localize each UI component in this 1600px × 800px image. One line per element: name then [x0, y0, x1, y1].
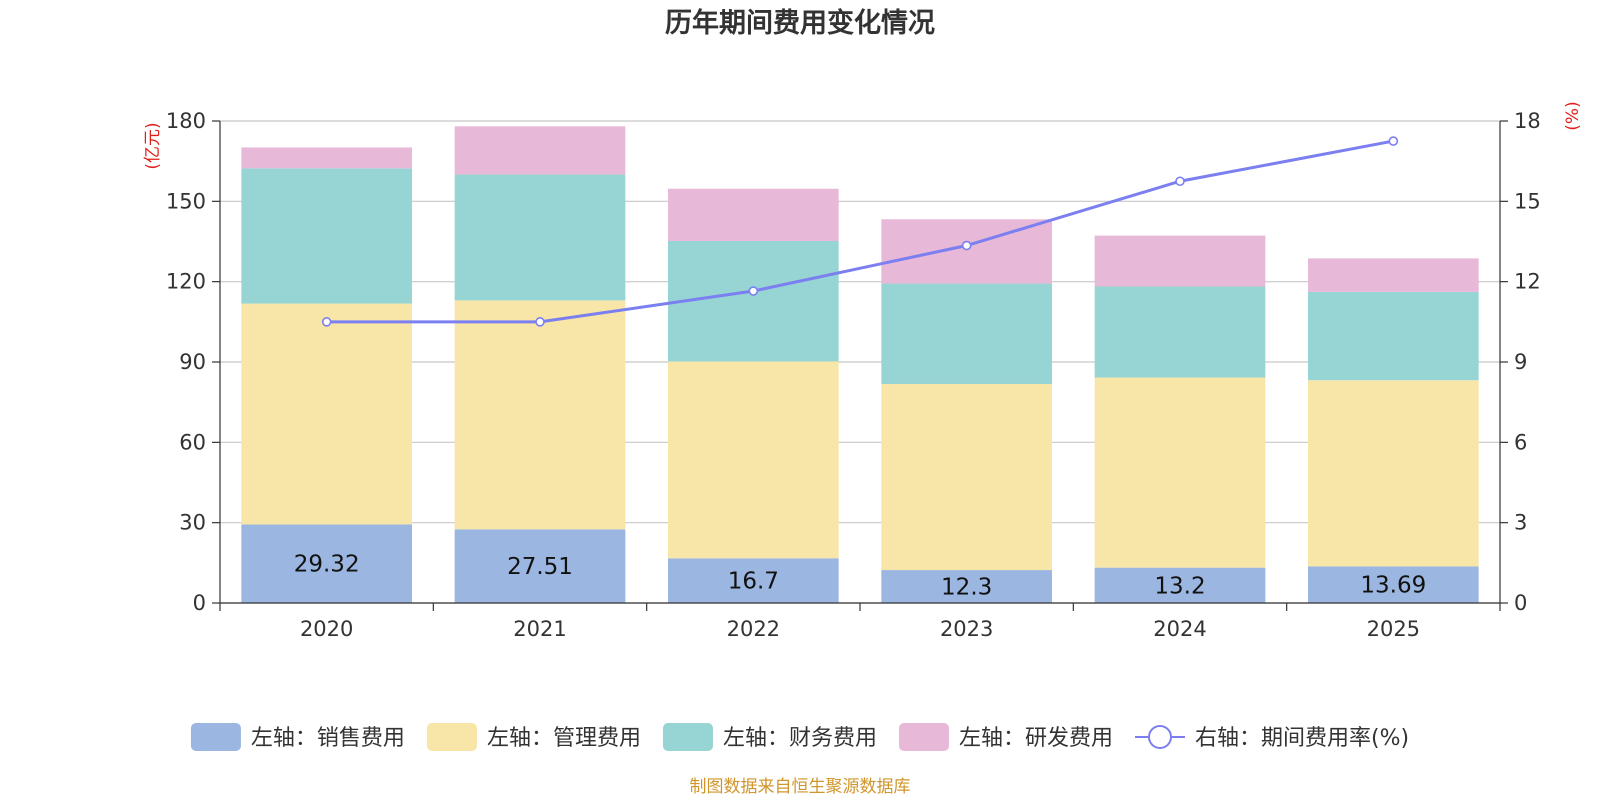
bar-segment-s2-2020: [241, 303, 412, 525]
bar-segment-s4-2025: [1308, 258, 1479, 292]
data-label: 16.7: [728, 569, 779, 595]
x-axis-tick-label: 2021: [513, 617, 566, 641]
rate-line-point: [1175, 176, 1185, 187]
right-axis-label: (%): [1563, 101, 1583, 130]
left-axis-tick-label: 180: [166, 109, 206, 133]
legend-swatch: [662, 723, 713, 751]
bar-segment-s4-2022: [668, 188, 839, 241]
legend-swatch: [898, 723, 949, 751]
rate-line-point: [535, 317, 545, 327]
rate-line-point: [1388, 136, 1399, 146]
data-label: 13.69: [1360, 573, 1426, 599]
bar-segment-s3-2024: [1094, 286, 1266, 378]
left-axis-tick-label: 0: [193, 591, 206, 615]
legend-swatch-marker: [1147, 725, 1172, 749]
x-axis-tick-label: 2025: [1367, 617, 1420, 641]
data-label: 27.51: [507, 554, 573, 580]
left-axis-tick-label: 150: [166, 189, 206, 213]
bar-segment-s1-2025: [1308, 566, 1479, 603]
bar-segment-s3-2020: [241, 168, 412, 304]
right-axis-tick-label: 15: [1514, 189, 1541, 213]
right-axis-tick-label: 12: [1514, 270, 1541, 294]
legend-swatch: [426, 723, 477, 751]
gridlines: [220, 120, 1500, 604]
chart-title: 历年期间费用变化情况: [665, 7, 935, 39]
bar-segment-s1-2021: [454, 529, 626, 603]
rate-line: [321, 136, 1399, 327]
right-axis-tick-label: 3: [1514, 511, 1527, 535]
data-label: 13.2: [1154, 573, 1205, 599]
bar-segment-s1-2022: [668, 558, 839, 603]
right-axis-tick-label: 18: [1514, 109, 1541, 133]
bar-segment-s3-2021: [454, 174, 626, 301]
left-axis-tick-label: 30: [179, 511, 206, 535]
rate-line-point: [961, 240, 972, 251]
bar-segment-s2-2025: [1308, 380, 1479, 567]
source-note: 制图数据来自恒生聚源数据库: [690, 777, 911, 797]
axes: 0 0 30 3 60 6 90 9 120 12 150 15 180 18 2020 2021 2022 20…: [166, 109, 1541, 641]
bar-segment-s1-2023: [881, 570, 1052, 603]
legend-label: 左轴：销售费用: [251, 726, 405, 751]
left-axis-tick-label: 60: [179, 430, 206, 454]
data-label: 29.32: [294, 552, 360, 578]
rate-line-path: [326, 139, 1394, 324]
left-axis-label: (亿元): [143, 122, 163, 169]
x-axis-tick-label: 2020: [300, 617, 353, 641]
bar-segment-s2-2021: [454, 300, 626, 530]
legend-swatch: [190, 723, 241, 751]
legend-label: 左轴：研发费用: [959, 726, 1113, 751]
x-axis-tick-label: 2024: [1153, 617, 1206, 641]
right-axis-tick-label: 6: [1514, 430, 1527, 454]
rate-line-point: [321, 317, 332, 327]
bar-segment-s2-2023: [881, 383, 1052, 571]
bar-segment-s4-2021: [454, 126, 626, 175]
right-axis-tick-label: 9: [1514, 350, 1527, 374]
legend-label: 左轴：管理费用: [487, 726, 641, 751]
bar-segment-s2-2024: [1094, 377, 1266, 568]
legend-label: 左轴：财务费用: [723, 726, 877, 751]
right-axis-tick-label: 0: [1514, 591, 1527, 615]
bar-series: [241, 126, 1479, 603]
data-labels: 29.32 27.51 16.7 12.3 13.2 13.69: [294, 552, 1427, 601]
x-axis-tick-label: 2023: [940, 617, 993, 641]
bar-segment-s3-2023: [881, 283, 1052, 384]
bar-segment-s4-2020: [241, 147, 412, 169]
bar-segment-s2-2022: [668, 361, 839, 559]
legend: 左轴：销售费用 左轴：管理费用 左轴：财务费用 左轴：研发费用 右轴：期间费用率(%): [190, 723, 1409, 751]
bar-segment-s3-2025: [1308, 291, 1479, 381]
rate-line-point: [748, 286, 759, 296]
bar-segment-s1-2020: [241, 524, 412, 603]
bar-segment-s4-2023: [881, 219, 1052, 284]
bar-segment-s3-2022: [668, 240, 839, 362]
data-label: 12.3: [941, 575, 992, 601]
legend-label: 右轴：期间费用率(%): [1195, 726, 1409, 751]
left-axis-tick-label: 120: [166, 270, 206, 294]
bar-segment-s4-2024: [1094, 235, 1266, 287]
left-axis-tick-label: 90: [179, 350, 206, 374]
bar-segment-s1-2024: [1094, 567, 1266, 603]
x-axis-tick-label: 2022: [727, 617, 780, 641]
